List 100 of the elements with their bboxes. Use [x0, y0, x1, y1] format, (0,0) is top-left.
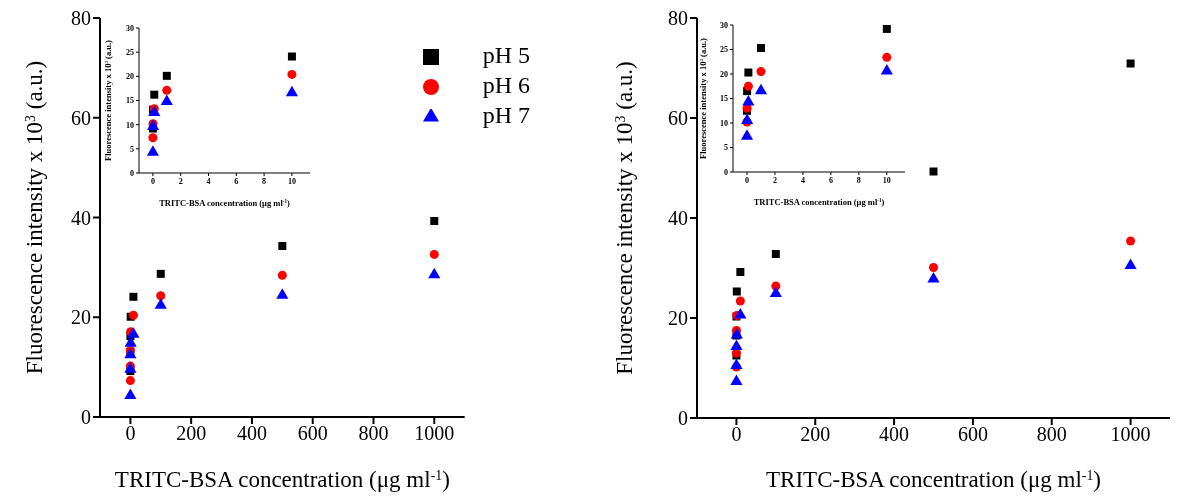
point [156, 269, 165, 278]
point [754, 83, 768, 95]
point [882, 25, 891, 33]
point [276, 288, 289, 299]
x-tick-label: 1000 [414, 422, 455, 445]
x-tick-label: 2 [772, 175, 777, 185]
x-tick-label: 4 [800, 175, 805, 185]
point [740, 129, 754, 140]
y-tick-label: 25 [720, 45, 728, 55]
y-tick-label: 20 [720, 69, 728, 79]
point [736, 268, 745, 276]
y-tick-label: 30 [126, 23, 134, 33]
point [730, 339, 743, 351]
point [929, 167, 938, 176]
x-tick-label: 8 [262, 176, 267, 186]
point [124, 388, 137, 400]
y-tick-label: 5 [130, 144, 134, 154]
y-tick-label: 0 [81, 406, 91, 429]
y-tick-label: 5 [724, 143, 728, 153]
point [287, 69, 297, 79]
x-tick-label: 0 [150, 176, 155, 186]
point [732, 287, 741, 296]
point [1124, 258, 1137, 270]
y-tick-label: 0 [678, 407, 688, 430]
point [730, 374, 743, 386]
point [285, 85, 299, 97]
point [735, 296, 745, 306]
x-axis-title: TRITC-BSA concentration (μg ml$^{-1}$) [766, 467, 1101, 492]
x-tick-label: 600 [957, 423, 988, 446]
point [744, 68, 753, 77]
legend-label: pH 6 [482, 72, 530, 98]
point [730, 358, 743, 370]
point [277, 270, 287, 280]
point [148, 133, 158, 143]
x-tick-label: 200 [176, 422, 207, 445]
point [928, 262, 939, 273]
legend-label: pH 5 [482, 42, 530, 68]
y-tick-label: 80 [668, 7, 688, 30]
point [150, 90, 159, 99]
x-tick-label: 6 [234, 176, 239, 186]
legend-label: pH 7 [482, 102, 530, 128]
y-tick-label: 15 [126, 96, 134, 106]
point [734, 307, 747, 319]
point [127, 327, 140, 338]
y-tick-label: 10 [720, 118, 728, 128]
x-tick-label: 800 [1036, 423, 1067, 446]
point [160, 94, 173, 105]
x-tick-label: 1000 [1110, 423, 1151, 446]
y-tick-label: 60 [668, 107, 688, 130]
x-tick-label: 6 [828, 175, 833, 185]
point [428, 267, 441, 279]
x-axis-title: TRITC-BSA concentration (μg ml$^{-1}$) [159, 198, 290, 208]
x-tick-label: 200 [800, 423, 831, 446]
point [430, 216, 439, 225]
point [882, 52, 892, 62]
y-tick-label: 0 [130, 168, 134, 178]
point [771, 250, 780, 258]
x-tick-label: 600 [297, 422, 328, 445]
y-tick-label: 40 [668, 207, 688, 230]
y-tick-label: 20 [126, 72, 134, 82]
point [927, 271, 940, 283]
point [146, 145, 159, 156]
x-axis-title: TRITC-BSA concentration (μg ml$^{-1}$) [753, 197, 885, 207]
point [154, 298, 167, 309]
point [769, 286, 782, 298]
point [162, 71, 171, 80]
y-tick-label: 30 [720, 20, 728, 30]
y-tick-label: 20 [71, 306, 91, 329]
point [742, 94, 755, 106]
y-tick-label: 15 [720, 94, 728, 104]
point [162, 85, 172, 95]
point [429, 249, 439, 259]
x-axis-title: TRITC-BSA concentration (μg ml$^{-1}$) [114, 467, 450, 492]
point [156, 291, 166, 301]
x-tick-label: 800 [358, 422, 389, 445]
point [125, 376, 135, 386]
point [129, 292, 138, 301]
x-tick-label: 400 [236, 422, 267, 445]
y-tick-label: 25 [126, 48, 134, 58]
x-tick-label: 8 [856, 175, 861, 185]
x-tick-label: 10 [287, 176, 296, 186]
point [756, 67, 766, 77]
point [1126, 236, 1136, 246]
x-tick-label: 400 [879, 423, 910, 446]
x-tick-label: 4 [206, 176, 211, 186]
point [756, 44, 765, 53]
point [287, 52, 296, 61]
point [880, 64, 893, 75]
y-tick-label: 40 [71, 206, 91, 229]
y-tick-label: 10 [126, 120, 134, 130]
point [1126, 59, 1135, 68]
x-tick-label: 0 [744, 175, 749, 185]
y-tick-label: 20 [668, 307, 688, 330]
y-tick-label: 0 [724, 167, 728, 177]
y-tick-label: 80 [71, 7, 91, 30]
point [124, 336, 137, 347]
y-tick-label: 60 [71, 106, 91, 129]
x-tick-label: 2 [178, 176, 183, 186]
point [743, 81, 753, 91]
point [741, 113, 754, 125]
